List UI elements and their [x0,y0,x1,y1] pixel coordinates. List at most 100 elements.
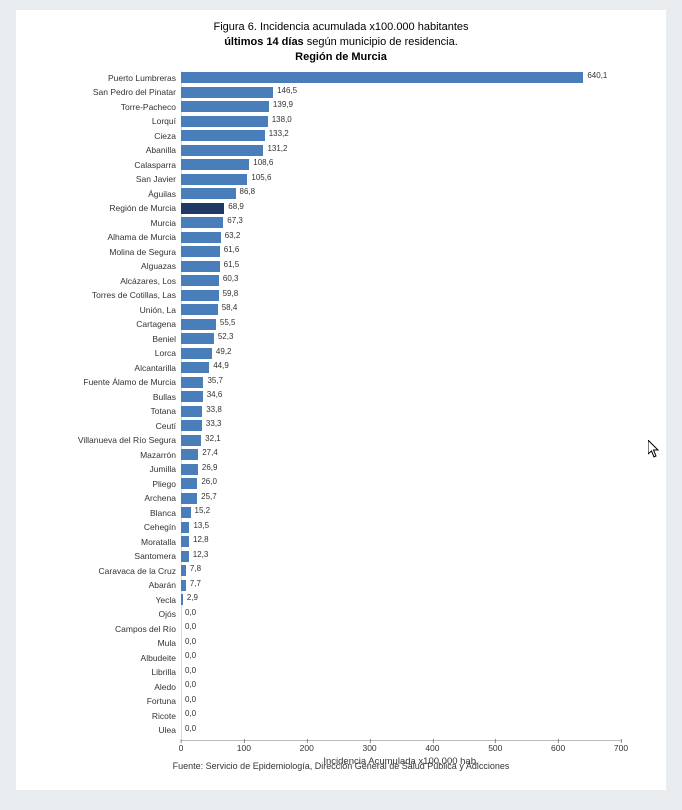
bar-value-label: 49,2 [216,347,232,356]
table-row: Ricote0,0 [41,709,641,724]
y-category-label: Torre-Pacheco [41,102,181,112]
title-line-2: últimos 14 días según municipio de resid… [24,35,658,50]
bar-wrap: 55,5 [181,319,641,330]
bar-value-label: 2,9 [187,593,198,602]
table-row: Blanca15,2 [41,506,641,521]
title-line-3: Región de Murcia [24,50,658,65]
bar-value-label: 0,0 [185,709,196,718]
y-category-label: Cartagena [41,319,181,329]
table-row: Mula0,0 [41,636,641,651]
bar-wrap: 86,8 [181,188,641,199]
bar-value-label: 131,2 [267,144,287,153]
bar-value-label: 0,0 [185,666,196,675]
bar-wrap: 0,0 [181,710,641,721]
bar [181,464,198,475]
y-category-label: Fortuna [41,696,181,706]
bar [181,551,189,562]
y-category-label: Blanca [41,508,181,518]
x-tick: 700 [614,743,628,753]
y-category-label: Alcázares, Los [41,276,181,286]
bar-wrap: 12,3 [181,551,641,562]
table-row: Archena25,7 [41,491,641,506]
bar-wrap: 67,3 [181,217,641,228]
bar [181,362,209,373]
table-row: Cartagena 55,5 [41,317,641,332]
table-row: Ceutí33,3 [41,419,641,434]
y-category-label: Jumilla [41,464,181,474]
bar-value-label: 60,3 [223,274,239,283]
y-category-label: San Javier [41,174,181,184]
bar-wrap: 26,0 [181,478,641,489]
y-category-label: Librilla [41,667,181,677]
table-row: Jumilla26,9 [41,462,641,477]
y-category-label: Pliego [41,479,181,489]
table-row: Fortuna0,0 [41,694,641,709]
x-tick: 300 [362,743,376,753]
bar-wrap: 32,1 [181,435,641,446]
y-category-label: Moratalla [41,537,181,547]
bar-wrap: 105,6 [181,174,641,185]
page-container: Figura 6. Incidencia acumulada x100.000 … [16,10,666,790]
table-row: Fuente Álamo de Murcia35,7 [41,375,641,390]
bar-value-label: 55,5 [220,318,236,327]
y-category-label: Alhama de Murcia [41,232,181,242]
y-category-label: Santomera [41,551,181,561]
y-category-label: Mazarrón [41,450,181,460]
bar [181,580,186,591]
table-row: Lorquí138,0 [41,114,641,129]
bar [181,594,183,605]
table-row: Santomera12,3 [41,549,641,564]
title-line-1: Figura 6. Incidencia acumulada x100.000 … [24,20,658,35]
y-category-label: Lorca [41,348,181,358]
bar [181,159,249,170]
table-row: Ulea0,0 [41,723,641,738]
bar-wrap: 58,4 [181,304,641,315]
table-row: Villanueva del Río Segura32,1 [41,433,641,448]
bar-value-label: 0,0 [185,608,196,617]
table-row: Región de Murcia68,9 [41,201,641,216]
bar-wrap: 139,9 [181,101,641,112]
bar-wrap: 59,8 [181,290,641,301]
bar-value-label: 44,9 [213,361,229,370]
table-row: Murcia67,3 [41,216,641,231]
bar-wrap: 0,0 [181,667,641,678]
bar [181,101,269,112]
y-category-label: Bullas [41,392,181,402]
bar [181,304,218,315]
bar-value-label: 59,8 [223,289,239,298]
bar-value-label: 32,1 [205,434,221,443]
table-row: Alcantarilla44,9 [41,361,641,376]
table-row: Caravaca de la Cruz7,8 [41,564,641,579]
y-category-label: Ceutí [41,421,181,431]
table-row: Unión, La58,4 [41,303,641,318]
bar-wrap: 138,0 [181,116,641,127]
bar-value-label: 34,6 [207,390,223,399]
table-row: Lorca 49,2 [41,346,641,361]
bar-wrap: 13,5 [181,522,641,533]
bar-wrap: 0,0 [181,725,641,736]
bar [181,522,189,533]
bar [181,72,583,83]
y-category-label: Ulea [41,725,181,735]
bar [181,319,216,330]
bar [181,536,189,547]
y-category-label: Alguazas [41,261,181,271]
y-category-label: Lorquí [41,116,181,126]
y-category-label: San Pedro del Pinatar [41,87,181,97]
bar-wrap: 12,8 [181,536,641,547]
table-row: Alhama de Murcia63,2 [41,230,641,245]
table-row: Calasparra108,6 [41,158,641,173]
bar-wrap: 15,2 [181,507,641,518]
bar-wrap: 2,9 [181,594,641,605]
bar-wrap: 0,0 [181,609,641,620]
y-category-label: Totana [41,406,181,416]
bar-value-label: 58,4 [222,303,238,312]
bar [181,348,212,359]
y-category-label: Murcia [41,218,181,228]
bar-wrap: 33,8 [181,406,641,417]
bar-wrap: 0,0 [181,638,641,649]
table-row: Moratalla12,8 [41,535,641,550]
bar [181,174,247,185]
table-row: Águilas86,8 [41,187,641,202]
table-row: Molina de Segura61,6 [41,245,641,260]
